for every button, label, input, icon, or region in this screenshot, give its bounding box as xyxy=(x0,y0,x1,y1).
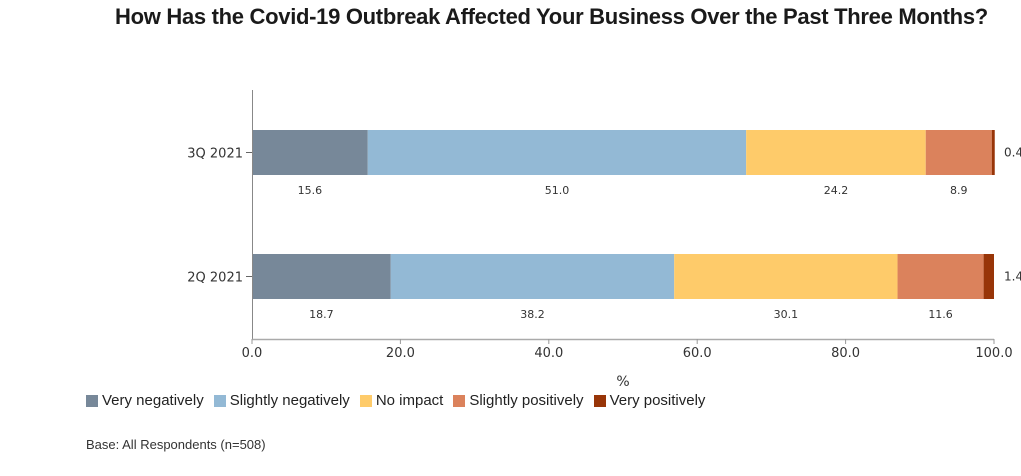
data-label: 24.2 xyxy=(824,184,849,197)
data-label: 1.4 xyxy=(1004,270,1021,284)
data-label: 30.1 xyxy=(774,308,799,321)
bar-segment-slightly-negatively xyxy=(367,130,747,175)
x-tick-label: 40.0 xyxy=(534,346,563,361)
legend-item[interactable]: Very positively xyxy=(593,392,706,409)
data-label: 15.6 xyxy=(298,184,323,197)
bar-segment-slightly-negatively xyxy=(390,254,675,299)
category-label: 2Q 2021 xyxy=(187,271,243,286)
legend-item[interactable]: Slightly negatively xyxy=(213,392,350,409)
legend-label: Slightly negatively xyxy=(229,392,350,409)
bar-segment-slightly-positively xyxy=(925,130,992,175)
x-tick-label: 80.0 xyxy=(831,346,860,361)
data-label: 8.9 xyxy=(950,184,968,197)
data-label: 18.7 xyxy=(309,308,334,321)
bar-segment-very-negatively xyxy=(252,130,368,175)
data-label: 38.2 xyxy=(520,308,545,321)
legend-label: No impact xyxy=(375,392,444,409)
bar-segment-no-impact xyxy=(746,130,926,175)
legend-item[interactable]: Slightly positively xyxy=(453,392,584,409)
data-label: 51.0 xyxy=(545,184,570,197)
legend-item[interactable]: Very negatively xyxy=(86,392,204,409)
bar-segment-very-negatively xyxy=(252,254,391,299)
legend-swatch xyxy=(86,394,98,407)
legend-swatch xyxy=(213,394,226,407)
bar-segment-very-positively xyxy=(983,254,994,299)
legend-label: Very negatively xyxy=(102,392,204,409)
legend-item[interactable]: No impact xyxy=(359,392,444,409)
data-label: 11.6 xyxy=(928,308,953,321)
x-tick-label: 20.0 xyxy=(386,346,415,361)
data-label: 0.4 xyxy=(1004,146,1021,160)
x-tick-label: 0.0 xyxy=(242,346,263,361)
legend-swatch xyxy=(453,394,466,407)
bar-segment-no-impact xyxy=(674,254,898,299)
footnote: Base: All Respondents (n=508) xyxy=(86,437,266,452)
legend-swatch xyxy=(593,394,606,407)
x-tick-label: 60.0 xyxy=(683,346,712,361)
chart-title: How Has the Covid-19 Outbreak Affected Y… xyxy=(115,4,988,29)
legend-label: Slightly positively xyxy=(469,392,584,409)
bar-segment-very-positively xyxy=(991,130,995,175)
legend-swatch xyxy=(359,394,372,407)
category-label: 3Q 2021 xyxy=(187,147,243,162)
legend-label: Very positively xyxy=(609,392,706,409)
bar-segment-slightly-positively xyxy=(897,254,984,299)
legend: Very negatively Slightly negatively No imp… xyxy=(86,392,705,409)
x-axis-label: % xyxy=(616,374,629,390)
x-tick-label: 100.0 xyxy=(975,346,1012,361)
